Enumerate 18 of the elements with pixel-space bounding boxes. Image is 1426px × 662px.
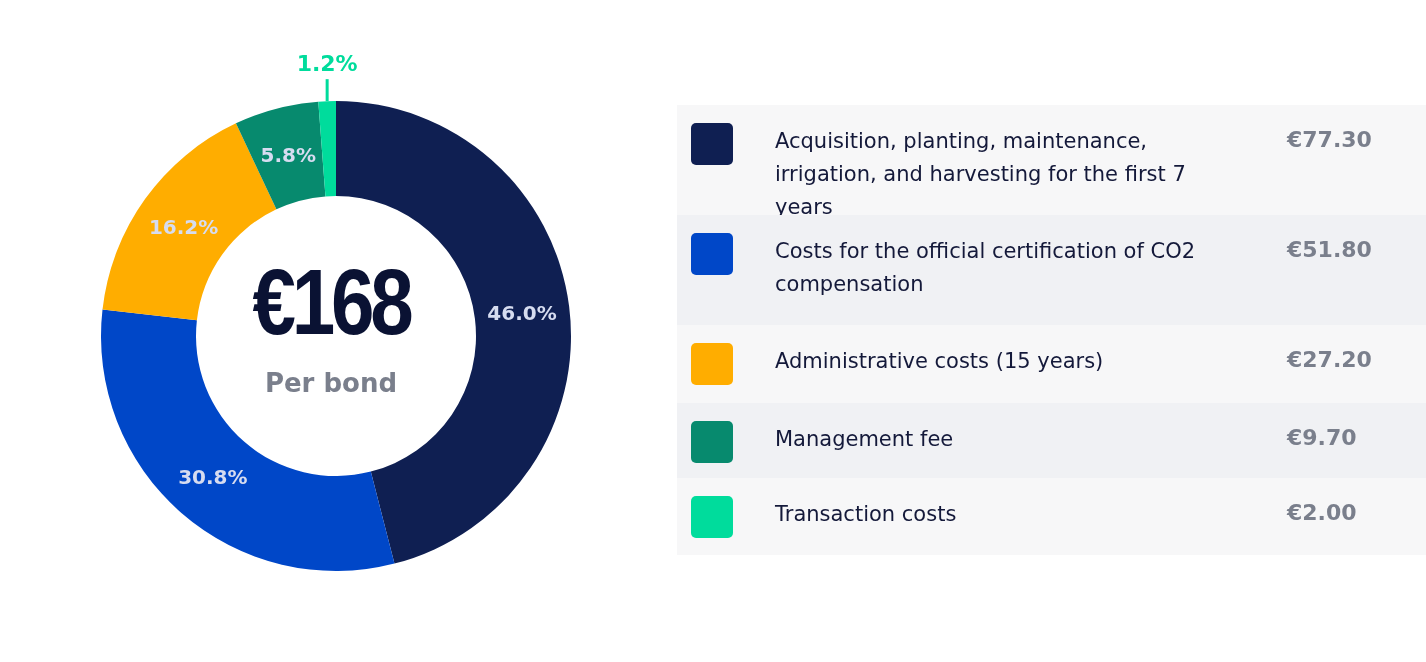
data-label: 5.8% [260, 142, 316, 167]
text: €9.70 [1287, 425, 1357, 450]
text: €77.30 [1287, 127, 1372, 152]
legend-label: Costs for the official certification of CO2 compensation [775, 238, 1197, 298]
text: €2.00 [1287, 500, 1357, 525]
text: €168 [251, 251, 411, 353]
data-label: 46.0% [487, 300, 557, 325]
legend-label: Acquisition, planting, maintenance, irrigation, and harvesting for the first 7 years [775, 128, 1187, 221]
text: €51.80 [1287, 237, 1372, 262]
data-label: 16.2% [148, 214, 219, 239]
legend-label: Management fee [775, 426, 955, 453]
legend-label: Transaction costs [775, 501, 958, 528]
data-label: 30.8% [178, 465, 248, 490]
text: €27.20 [1287, 347, 1372, 372]
data-label: 1.2% [296, 51, 358, 77]
text: Per bond [263, 368, 399, 398]
legend-label: Administrative costs (15 years) [775, 348, 1105, 375]
donut-slice [235, 101, 326, 210]
